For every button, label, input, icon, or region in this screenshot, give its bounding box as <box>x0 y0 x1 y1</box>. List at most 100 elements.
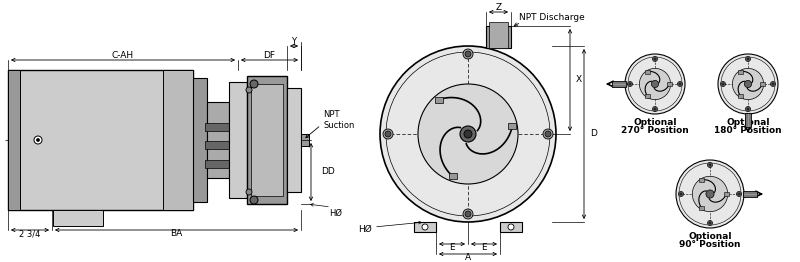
Polygon shape <box>745 113 751 127</box>
Text: 180° Position: 180° Position <box>714 126 782 135</box>
Text: Y: Y <box>291 37 297 46</box>
Text: A: A <box>465 254 471 262</box>
Text: HØ: HØ <box>329 209 342 218</box>
Circle shape <box>654 108 656 110</box>
Text: C-AH: C-AH <box>112 52 134 61</box>
Bar <box>699 178 704 182</box>
Polygon shape <box>743 191 757 197</box>
Bar <box>287 88 301 192</box>
Circle shape <box>250 196 258 204</box>
Text: Optional: Optional <box>726 118 770 127</box>
Circle shape <box>654 58 656 60</box>
Circle shape <box>37 139 39 141</box>
Circle shape <box>508 224 514 230</box>
Bar <box>724 192 729 196</box>
Circle shape <box>707 221 713 226</box>
Circle shape <box>747 108 750 110</box>
Circle shape <box>464 130 472 138</box>
Circle shape <box>772 83 774 85</box>
Text: E: E <box>481 243 487 253</box>
Circle shape <box>722 83 724 85</box>
Bar <box>508 123 516 129</box>
Bar <box>8 70 193 210</box>
Circle shape <box>465 51 471 57</box>
Circle shape <box>250 80 258 88</box>
Bar <box>738 69 743 74</box>
Circle shape <box>746 57 750 62</box>
Text: DF: DF <box>263 52 275 61</box>
Bar <box>229 82 247 198</box>
Circle shape <box>418 84 518 184</box>
Circle shape <box>770 81 775 86</box>
Circle shape <box>709 222 711 224</box>
Circle shape <box>744 80 752 88</box>
Bar <box>667 82 672 86</box>
Circle shape <box>651 80 658 88</box>
Bar <box>760 82 765 86</box>
Text: HØ: HØ <box>358 225 372 233</box>
Circle shape <box>246 87 252 93</box>
Circle shape <box>678 83 682 85</box>
Bar <box>205 160 231 168</box>
Bar <box>489 22 508 48</box>
Circle shape <box>543 129 553 139</box>
Circle shape <box>653 57 658 62</box>
Text: Optional: Optional <box>634 118 677 127</box>
Bar <box>163 70 193 210</box>
Bar <box>699 206 704 210</box>
Circle shape <box>463 49 473 59</box>
Circle shape <box>465 211 471 217</box>
Circle shape <box>383 129 393 139</box>
Bar <box>301 134 309 146</box>
Circle shape <box>738 193 740 195</box>
Circle shape <box>627 81 633 86</box>
Circle shape <box>639 68 670 100</box>
Bar <box>193 78 207 202</box>
Text: 90° Position: 90° Position <box>679 240 741 249</box>
Text: NPT Discharge: NPT Discharge <box>519 13 585 22</box>
Circle shape <box>653 106 658 112</box>
Text: D: D <box>590 129 597 139</box>
Bar <box>435 96 443 102</box>
Text: E: E <box>449 243 455 253</box>
Circle shape <box>676 160 744 228</box>
Circle shape <box>692 176 728 212</box>
Bar <box>53 210 103 226</box>
Bar <box>646 69 650 74</box>
Circle shape <box>246 189 252 195</box>
Bar <box>500 222 522 232</box>
Circle shape <box>678 192 683 196</box>
Circle shape <box>706 190 714 198</box>
Text: Z: Z <box>495 3 502 13</box>
Bar <box>738 95 743 99</box>
Text: 2 3/4: 2 3/4 <box>19 230 41 238</box>
Bar <box>205 141 231 149</box>
Text: NPT
Suction: NPT Suction <box>323 110 354 130</box>
Circle shape <box>34 136 42 144</box>
Polygon shape <box>612 81 626 87</box>
Bar <box>205 123 231 131</box>
Circle shape <box>463 209 473 219</box>
Bar <box>414 222 436 232</box>
Text: X: X <box>576 75 582 85</box>
Bar <box>207 102 229 178</box>
Circle shape <box>747 58 750 60</box>
Circle shape <box>707 162 713 167</box>
Bar <box>251 84 283 196</box>
Text: BA: BA <box>170 230 182 238</box>
Text: DD: DD <box>321 167 334 177</box>
Bar <box>449 173 457 179</box>
Circle shape <box>385 131 391 137</box>
Bar <box>247 76 287 204</box>
Bar <box>486 26 511 48</box>
Circle shape <box>545 131 551 137</box>
Circle shape <box>733 68 763 100</box>
Circle shape <box>737 192 742 196</box>
Bar <box>646 95 650 99</box>
Circle shape <box>721 81 726 86</box>
Circle shape <box>460 126 476 142</box>
Circle shape <box>718 54 778 114</box>
Text: Optional: Optional <box>688 232 732 241</box>
Circle shape <box>678 81 682 86</box>
Circle shape <box>709 164 711 166</box>
